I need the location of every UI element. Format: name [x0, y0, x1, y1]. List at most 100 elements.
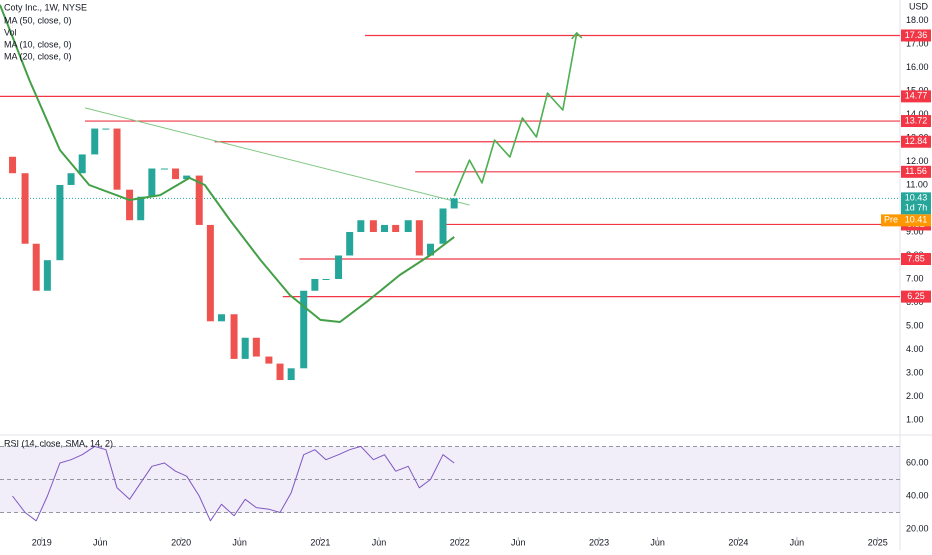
candle: [91, 128, 99, 155]
candle: [392, 224, 400, 232]
y-tick-label: 17.00: [906, 38, 929, 48]
countdown-label: 1d 7h: [905, 203, 928, 213]
candle: [206, 224, 214, 322]
x-tick-label: 2025: [868, 537, 888, 547]
level-label-box: [901, 290, 931, 303]
candle: [21, 173, 29, 244]
x-tick-label: 2024: [728, 537, 748, 547]
candle: [195, 175, 203, 225]
level-label: 17.36: [905, 30, 928, 40]
candle: [369, 220, 377, 232]
level-label: 6.25: [907, 291, 925, 301]
level-label: 11.56: [905, 166, 927, 176]
y-tick-label: 11.00: [906, 179, 928, 189]
candle: [9, 156, 17, 174]
candle: [322, 278, 330, 280]
level-label: 7.85: [907, 253, 925, 263]
x-tick-label: Jun: [93, 537, 108, 547]
candle: [172, 168, 180, 180]
price-axis: 20.00 40.00 60.00 2019 Jun 2020 Jun 2021 Jun 2022…: [32, 15, 931, 547]
candle: [241, 337, 249, 359]
indicator-label: MA (50, close, 0): [4, 15, 72, 25]
candle: [126, 189, 134, 221]
y-tick-label: 9.00: [906, 226, 924, 236]
candle: [78, 154, 86, 174]
pre-label: Pre: [884, 215, 898, 225]
candle: [335, 255, 343, 279]
x-tick-label: Jun: [232, 537, 247, 547]
candle: [252, 337, 260, 357]
y-tick-label: 12.00: [906, 156, 929, 166]
y-tick-label: 14.00: [906, 109, 929, 119]
rsi-tick-label: 60.00: [906, 457, 929, 467]
projection-arrow: [571, 31, 583, 40]
y-tick-label: 4.00: [906, 344, 924, 354]
candle: [137, 196, 145, 221]
x-tick-label: 2022: [450, 537, 470, 547]
candle: [183, 175, 191, 180]
x-tick-label: 2023: [589, 537, 609, 547]
candle: [300, 290, 308, 369]
x-tick-label: Jun: [511, 537, 526, 547]
level-label-box: [901, 135, 931, 148]
candle: [32, 243, 40, 291]
candle: [230, 314, 238, 359]
candle: [311, 278, 319, 291]
y-tick-label: 5.00: [906, 320, 924, 330]
y-tick-label: 7.00: [906, 273, 924, 283]
pre-box: [881, 214, 931, 227]
indicator-label: MA (10, close, 0): [4, 39, 72, 49]
level-label-box: [901, 115, 931, 128]
projection-path: [453, 32, 578, 197]
rsi-panel: [0, 445, 900, 522]
rsi-tick-label: 20.00: [906, 523, 929, 533]
rsi-label: RSI (14, close, SMA, 14, 2): [4, 438, 113, 448]
indicator-label: MA (20, close, 0): [4, 51, 72, 61]
y-tick-label: 18.00: [906, 15, 929, 25]
indicator-label: Vol: [4, 27, 17, 37]
last-price-box: [901, 192, 931, 215]
candle: [67, 173, 75, 185]
candle: [102, 128, 110, 130]
ma50-line: [0, 4, 455, 323]
x-tick-label: 2019: [32, 537, 52, 547]
candle: [265, 356, 273, 364]
level-label: 12.84: [905, 136, 928, 146]
level-label-box: [901, 165, 931, 178]
level-label: 14.77: [905, 91, 928, 101]
candle: [346, 231, 354, 256]
last-price-label: 10.43: [905, 193, 928, 203]
candle: [426, 243, 434, 256]
x-tick-label: 2021: [310, 537, 330, 547]
y-tick-label: 1.00: [906, 414, 924, 424]
candle: [56, 184, 64, 261]
candle: [113, 128, 121, 190]
candle: [381, 224, 389, 232]
candle: [450, 198, 458, 209]
x-tick-label: Jun: [372, 537, 387, 547]
candle: [148, 168, 156, 197]
price-panel: [0, 4, 900, 381]
rsi-tick-label: 40.00: [906, 490, 929, 500]
level-label: 13.72: [905, 115, 928, 125]
candle: [404, 220, 412, 232]
candle: [160, 168, 168, 170]
candle: [439, 208, 447, 244]
y-tick-label: 2.00: [906, 391, 924, 401]
candle: [276, 363, 284, 381]
x-tick-label: 2020: [171, 537, 191, 547]
candle: [357, 220, 365, 232]
x-tick-label: Jun: [790, 537, 805, 547]
y-tick-label: 3.00: [906, 367, 924, 377]
pre-price: 10.41: [905, 215, 928, 225]
symbol-title: Coty Inc., 1W, NYSE: [4, 2, 87, 12]
currency: USD: [909, 1, 929, 11]
rsi-line: [12, 445, 455, 522]
level-label-box: [901, 90, 931, 103]
level-label-box: [901, 29, 931, 42]
candle: [287, 368, 295, 381]
y-tick-label: 15.00: [906, 85, 929, 95]
level-label-box: [901, 253, 931, 266]
